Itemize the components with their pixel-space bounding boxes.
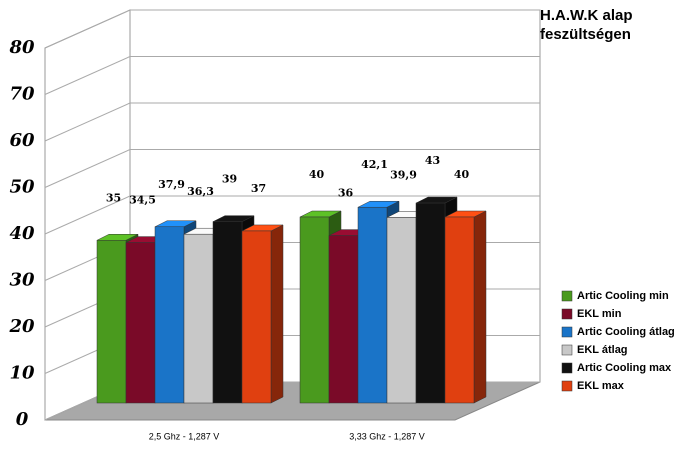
y-tick-label: 0 [16, 409, 29, 430]
bar [415, 202, 446, 404]
legend-swatch [561, 290, 573, 302]
y-tick-label: 40 [9, 223, 35, 244]
y-tick-label: 50 [9, 177, 35, 198]
data-label: 43 [425, 154, 440, 167]
data-label: 35 [106, 191, 121, 204]
legend-label: EKL min [577, 308, 622, 320]
grid-line [44, 195, 131, 235]
bar [212, 221, 243, 404]
y-tick-label: 20 [8, 316, 35, 337]
data-label: 40 [454, 168, 470, 181]
legend-label: EKL max [577, 380, 625, 392]
x-tick-label: 3,33 Ghz - 1,287 V [349, 431, 425, 441]
bar [125, 242, 156, 404]
x-tick-label: 2,5 Ghz - 1,287 V [149, 431, 220, 441]
bar [386, 217, 417, 404]
bar [241, 230, 272, 404]
y-tick-label: 70 [9, 84, 35, 105]
y-tick-label: 30 [9, 270, 35, 291]
legend-label: Artic Cooling max [577, 362, 672, 374]
y-tick-label: 60 [9, 130, 35, 151]
legend-swatch [561, 380, 573, 392]
y-tick-label: 80 [8, 37, 35, 58]
bar [444, 216, 475, 404]
grid-line [44, 56, 131, 95]
bar [357, 206, 388, 404]
data-label: 37,9 [158, 178, 185, 191]
legend-swatch [561, 326, 573, 338]
legend-swatch [561, 362, 573, 374]
bar [154, 226, 185, 404]
data-label: 39,9 [390, 168, 417, 181]
data-label: 39 [222, 173, 237, 186]
bar [299, 216, 330, 404]
legend-label: Artic Cooling átlag [577, 326, 675, 338]
bar [328, 235, 359, 404]
bar [96, 240, 127, 404]
legend-swatch [561, 308, 573, 320]
grid-line [44, 102, 131, 142]
bar [183, 233, 214, 404]
data-label: 37 [251, 182, 266, 195]
data-label: 36 [338, 187, 354, 200]
bar-side [270, 224, 284, 404]
data-label: 42,1 [361, 158, 388, 171]
bar-side [473, 210, 487, 404]
y-tick-label: 10 [9, 363, 35, 384]
grid-line [44, 149, 131, 188]
legend-label: Artic Cooling min [577, 290, 669, 302]
chart-title: H.A.W.K alap feszültségen [540, 7, 633, 43]
legend-label: EKL átlag [577, 344, 628, 356]
legend-swatch [561, 344, 573, 356]
data-label: 34,5 [129, 194, 156, 207]
grid-line [44, 9, 131, 49]
data-label: 36,3 [187, 185, 214, 198]
data-label: 40 [309, 168, 325, 181]
